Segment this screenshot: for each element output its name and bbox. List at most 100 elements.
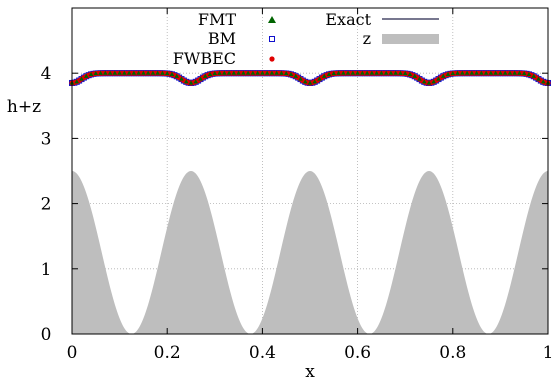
fmt-marker xyxy=(283,71,289,76)
fmt-marker xyxy=(512,70,517,75)
fmt-marker xyxy=(526,71,532,76)
fmt-marker xyxy=(345,70,351,75)
fmt-marker xyxy=(498,70,503,75)
fmt-marker xyxy=(336,70,341,75)
fmt-marker xyxy=(369,70,375,75)
fmt-marker xyxy=(398,70,403,75)
fmt-marker xyxy=(93,71,99,76)
fmt-marker xyxy=(483,70,489,75)
fmt-marker xyxy=(117,70,122,75)
fmt-marker xyxy=(379,70,384,75)
fmt-marker xyxy=(79,76,84,81)
legend-z-swatch xyxy=(382,34,439,44)
fmt-marker xyxy=(164,71,170,76)
fmt-marker xyxy=(174,73,180,78)
fmt-marker xyxy=(74,79,80,84)
bottom-topography-fill xyxy=(72,171,548,334)
fmt-marker xyxy=(245,70,251,75)
legend-label-z: z xyxy=(363,29,371,48)
fmt-marker xyxy=(350,70,356,75)
fmt-marker xyxy=(445,71,451,76)
fmt-marker xyxy=(112,70,118,75)
fmt-marker xyxy=(150,70,156,75)
fmt-marker xyxy=(312,79,318,84)
fmt-marker xyxy=(269,70,275,75)
fmt-marker xyxy=(241,70,246,75)
fmt-marker xyxy=(193,79,199,84)
fmt-marker xyxy=(479,70,484,75)
fmt-series xyxy=(69,70,551,85)
fmt-marker xyxy=(517,70,522,75)
fmt-marker xyxy=(298,76,303,81)
fmt-marker xyxy=(374,70,379,75)
fmt-marker xyxy=(103,70,108,75)
fmt-marker xyxy=(88,71,94,76)
fmt-marker xyxy=(426,80,432,85)
plot-frame xyxy=(71,7,549,335)
fmt-marker xyxy=(464,70,470,75)
fmt-marker xyxy=(236,70,241,75)
fmt-marker xyxy=(274,70,279,75)
legend-label-fmt: FMT xyxy=(198,10,236,29)
fmt-marker xyxy=(222,70,227,75)
fmt-marker xyxy=(169,71,175,76)
fmt-marker xyxy=(421,79,427,84)
fmt-marker xyxy=(141,70,146,75)
fmt-marker xyxy=(183,79,189,84)
fmt-marker xyxy=(107,70,113,75)
y-tick-label: 3 xyxy=(41,129,52,149)
fmt-marker xyxy=(364,70,370,75)
fmt-marker xyxy=(307,80,313,85)
legend-label-exact: Exact xyxy=(325,10,371,29)
fmt-marker xyxy=(402,71,408,76)
fmt-marker xyxy=(536,76,541,81)
fmt-marker xyxy=(460,70,465,75)
fmt-marker xyxy=(217,70,222,75)
legend-label-bm: BM xyxy=(208,29,236,48)
fmt-marker xyxy=(279,70,284,75)
y-axis-title: h+z xyxy=(7,97,41,117)
fmt-marker xyxy=(155,70,160,75)
legend-bm-marker xyxy=(269,36,275,42)
fmt-marker xyxy=(521,71,527,76)
fmt-marker xyxy=(126,70,132,75)
fmt-marker xyxy=(455,70,460,75)
x-tick-label: 0.6 xyxy=(344,343,371,363)
legend: FMT BM FWBEC Exact z xyxy=(173,10,439,68)
fmt-marker xyxy=(412,73,418,78)
fmt-marker xyxy=(179,76,184,81)
fmt-marker xyxy=(355,70,360,75)
fmt-marker xyxy=(198,76,203,81)
y-tick-label: 4 xyxy=(41,64,52,84)
fmt-marker xyxy=(255,70,260,75)
fmt-marker xyxy=(469,70,475,75)
fmt-marker xyxy=(383,70,389,75)
fmt-marker xyxy=(145,70,151,75)
fmt-marker xyxy=(388,70,394,75)
fmt-marker xyxy=(450,71,456,76)
fmt-marker xyxy=(202,73,208,78)
fmt-marker xyxy=(331,71,337,76)
y-tick-label: 2 xyxy=(41,195,52,215)
fmt-marker xyxy=(136,70,141,75)
fmt-marker xyxy=(431,79,437,84)
fmt-marker xyxy=(83,73,89,78)
fmt-marker xyxy=(302,79,308,84)
x-tick-label: 1 xyxy=(543,343,554,363)
x-tick-label: 0.8 xyxy=(439,343,466,363)
x-tick-label: 0.2 xyxy=(154,343,181,363)
x-axis-title: x xyxy=(305,362,315,381)
y-tick-label: 1 xyxy=(41,260,52,280)
fmt-marker xyxy=(321,73,327,78)
fmt-marker xyxy=(207,71,213,76)
fmt-marker xyxy=(341,70,346,75)
fmt-marker xyxy=(417,76,422,81)
fmt-marker xyxy=(540,79,546,84)
fmt-marker xyxy=(122,70,127,75)
legend-fmt-marker xyxy=(268,16,276,23)
fmt-marker xyxy=(212,71,218,76)
x-tick-label: 0 xyxy=(67,343,78,363)
x-tick-label: 0.4 xyxy=(249,343,276,363)
fmt-marker xyxy=(393,70,398,75)
fmt-marker xyxy=(474,70,479,75)
